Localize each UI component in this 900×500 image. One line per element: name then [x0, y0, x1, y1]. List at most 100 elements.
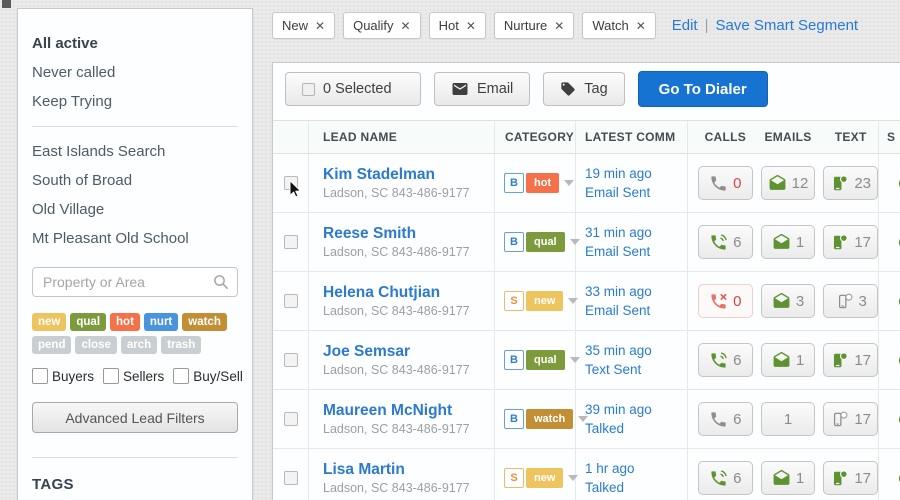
texts-button[interactable]: 17: [823, 225, 879, 259]
category-label: watch: [526, 409, 574, 429]
emails-button[interactable]: 1: [760, 402, 816, 436]
sidebar-saved-search-4[interactable]: Mt Pleasant Old School: [32, 230, 189, 247]
email-button[interactable]: Email: [434, 72, 531, 106]
filter-chip-new[interactable]: New ✕: [272, 12, 336, 39]
tag-chip-row-inactive: pend close arch trash: [32, 336, 238, 354]
buysell-filter[interactable]: Buy/Sell: [173, 368, 243, 384]
call-out-icon: [709, 351, 728, 370]
category-label: hot: [526, 173, 560, 193]
sidebar-item-keep-trying[interactable]: Keep Trying: [32, 93, 113, 110]
filter-chip-qualify[interactable]: Qualify ✕: [343, 12, 421, 39]
filter-chip-nurture[interactable]: Nurture ✕: [493, 12, 575, 39]
tag-chip-trash[interactable]: trash: [161, 336, 202, 354]
chevron-down-icon[interactable]: [569, 239, 580, 245]
sidebar-saved-search-3[interactable]: Old Village: [32, 201, 105, 218]
row-checkbox[interactable]: [283, 471, 298, 485]
category-badge[interactable]: B qual: [504, 350, 580, 370]
row-checkbox[interactable]: [283, 235, 298, 249]
sellers-filter[interactable]: Sellers: [103, 368, 164, 384]
category-badge[interactable]: S new: [504, 468, 579, 488]
remove-filter-icon[interactable]: ✕: [465, 18, 476, 33]
edit-segment-link[interactable]: Edit: [671, 17, 698, 34]
tag-chip-qual[interactable]: qual: [70, 313, 107, 331]
comm-type: Email Sent: [585, 185, 651, 200]
remove-filter-icon[interactable]: ✕: [635, 18, 646, 33]
lead-name-link[interactable]: Lisa Martin: [323, 460, 405, 478]
chevron-down-icon[interactable]: [564, 180, 575, 186]
buyers-filter[interactable]: Buyers: [32, 368, 94, 384]
remove-filter-icon[interactable]: ✕: [554, 18, 565, 33]
emails-button[interactable]: 1: [760, 225, 816, 259]
emails-button[interactable]: 1: [760, 343, 816, 377]
category-label: new: [526, 468, 564, 488]
lead-type-letter: B: [504, 232, 524, 252]
remove-filter-icon[interactable]: ✕: [315, 18, 326, 33]
tag-chip-pend[interactable]: pend: [32, 336, 72, 354]
texts-button[interactable]: 3: [823, 284, 879, 318]
sidebar-item-never-called[interactable]: Never called: [32, 64, 116, 81]
sidebar-item-all-active[interactable]: All active: [32, 35, 98, 52]
calls-button[interactable]: 0: [698, 166, 753, 200]
emails-button[interactable]: 1: [760, 461, 816, 495]
filter-chip-watch[interactable]: Watch ✕: [582, 12, 656, 39]
category-badge[interactable]: B watch: [504, 409, 589, 429]
texts-button[interactable]: 23: [823, 166, 879, 200]
category-badge[interactable]: B qual: [504, 232, 580, 252]
buyers-checkbox[interactable]: [32, 368, 48, 384]
selected-count-button[interactable]: 0 Selected: [285, 72, 421, 106]
chevron-down-icon[interactable]: [569, 357, 580, 363]
emails-count: 1: [795, 233, 805, 251]
lead-name-link[interactable]: Joe Semsar: [323, 342, 411, 360]
tag-chip-arch[interactable]: arch: [120, 336, 158, 354]
row-checkbox[interactable]: [283, 294, 298, 308]
calls-button[interactable]: 6: [698, 402, 753, 436]
lead-name-cell: Kim Stadelman Ladson, SC 843-486-9177: [309, 154, 495, 212]
sidebar-saved-search-2[interactable]: South of Broad: [32, 172, 133, 189]
table-row: Kim Stadelman Ladson, SC 843-486-9177 B …: [273, 154, 900, 213]
chevron-down-icon[interactable]: [578, 416, 589, 422]
email-open-icon: [772, 292, 791, 311]
tag-chip-new[interactable]: new: [32, 313, 67, 331]
tag-chip-nurt[interactable]: nurt: [143, 313, 179, 331]
tag-chip-hot[interactable]: hot: [110, 313, 140, 331]
calls-button[interactable]: 6: [698, 343, 753, 377]
comm-type: Text Sent: [585, 362, 642, 377]
row-checkbox[interactable]: [283, 353, 298, 367]
category-badge[interactable]: S new: [504, 291, 579, 311]
lead-name-link[interactable]: Reese Smith: [323, 224, 417, 242]
lead-name-link[interactable]: Helena Chutjian: [323, 283, 441, 301]
lead-location: Ladson, SC 843-486-9177: [323, 303, 470, 318]
tag-chip-close[interactable]: close: [75, 336, 117, 354]
sidebar-saved-search-1[interactable]: East Islands Search: [32, 143, 166, 160]
emails-count: 1: [783, 410, 793, 428]
tag-chip-watch[interactable]: watch: [182, 313, 227, 331]
texts-button[interactable]: 17: [823, 461, 879, 495]
comm-time: 31 min ago: [585, 225, 652, 240]
chevron-down-icon[interactable]: [568, 475, 579, 481]
emails-button[interactable]: 12: [760, 166, 816, 200]
latest-comm-cell: 31 min ago Email Sent: [576, 213, 688, 271]
filter-chip-hot[interactable]: Hot ✕: [428, 12, 486, 39]
texts-button[interactable]: 17: [823, 402, 879, 436]
tag-icon: [560, 81, 576, 97]
calls-button[interactable]: 6: [698, 225, 753, 259]
save-smart-segment-link[interactable]: Save Smart Segment: [715, 17, 859, 34]
go-to-dialer-button[interactable]: Go To Dialer: [637, 71, 768, 107]
buysell-checkbox[interactable]: [173, 368, 190, 384]
sellers-checkbox[interactable]: [103, 368, 120, 384]
emails-button[interactable]: 3: [760, 284, 816, 318]
row-checkbox[interactable]: [283, 412, 298, 426]
chevron-down-icon[interactable]: [568, 298, 579, 304]
tag-chip-row-active: new qual hot nurt watch: [32, 313, 238, 331]
remove-filter-icon[interactable]: ✕: [400, 18, 411, 33]
texts-button[interactable]: 17: [823, 343, 879, 377]
category-cell: B qual: [495, 213, 580, 271]
calls-button[interactable]: 0: [698, 284, 753, 318]
tag-button[interactable]: Tag: [543, 72, 625, 106]
calls-button[interactable]: 6: [698, 461, 753, 495]
lead-name-link[interactable]: Kim Stadelman: [323, 165, 435, 183]
category-badge[interactable]: B hot: [504, 173, 575, 193]
property-search-input[interactable]: [32, 267, 238, 297]
lead-name-link[interactable]: Maureen McNight: [323, 401, 453, 419]
advanced-lead-filters-button[interactable]: Advanced Lead Filters: [32, 402, 238, 433]
